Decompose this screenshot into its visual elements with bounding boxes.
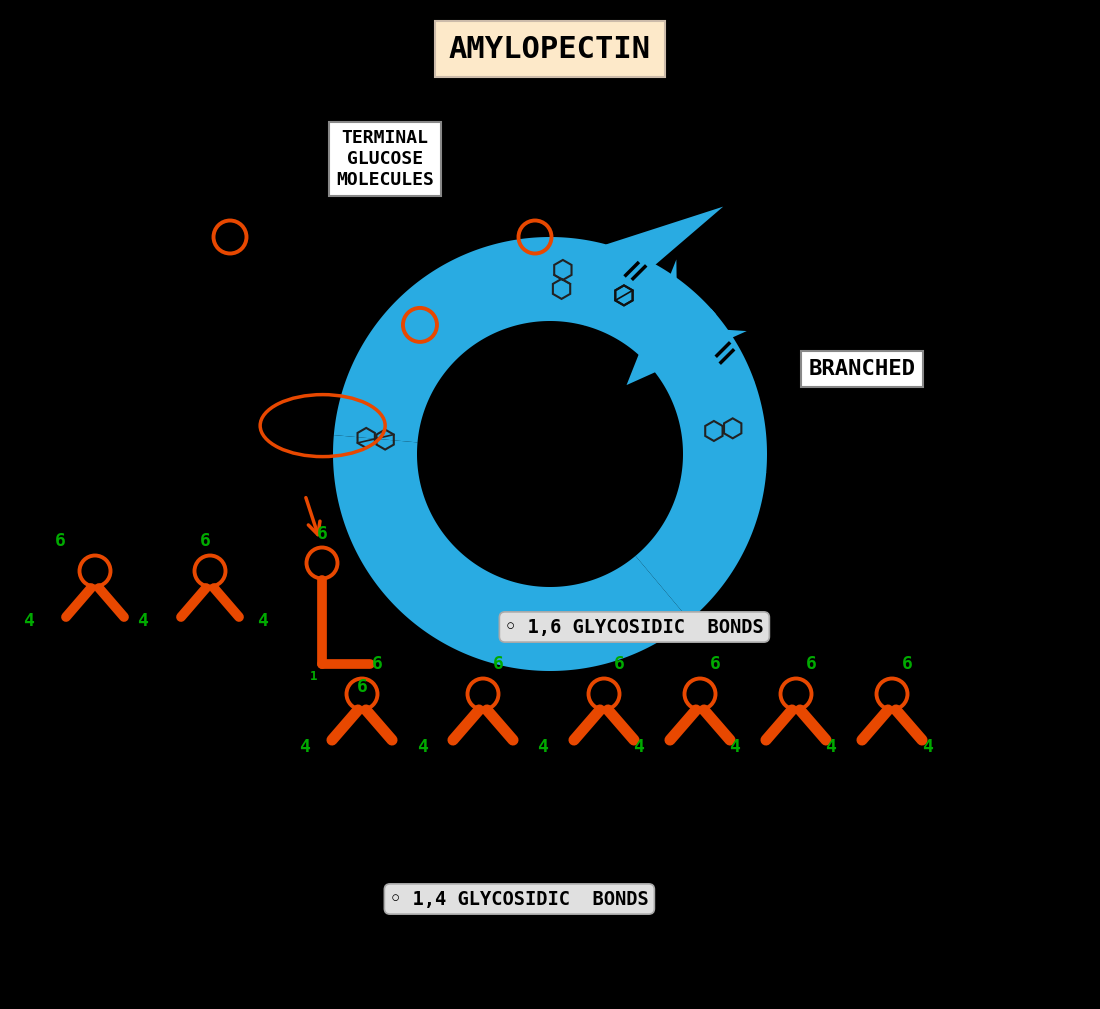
Text: 6: 6	[805, 655, 816, 673]
Text: 4: 4	[136, 612, 147, 630]
Text: 4: 4	[256, 612, 267, 630]
Text: 4: 4	[538, 738, 549, 756]
Polygon shape	[728, 379, 767, 501]
Polygon shape	[584, 207, 723, 326]
Text: 6: 6	[710, 655, 720, 673]
Text: 4: 4	[826, 738, 836, 756]
Text: AMYLOPECTIN: AMYLOPECTIN	[449, 34, 651, 64]
Text: 6: 6	[356, 678, 367, 696]
Text: ◦ 1,6 GLYCOSIDIC  BONDS: ◦ 1,6 GLYCOSIDIC BONDS	[505, 618, 763, 637]
Text: 4: 4	[23, 612, 33, 630]
Text: 6: 6	[317, 525, 328, 543]
Text: 6: 6	[902, 655, 912, 673]
Text: BRANCHED: BRANCHED	[808, 359, 915, 379]
Text: 4: 4	[417, 738, 428, 756]
Text: 6: 6	[199, 532, 210, 550]
Text: 4: 4	[729, 738, 740, 756]
Text: ◦ 1,4 GLYCOSIDIC  BONDS: ◦ 1,4 GLYCOSIDIC BONDS	[390, 890, 649, 908]
Polygon shape	[627, 259, 747, 385]
Text: 4: 4	[299, 738, 310, 756]
Text: 4: 4	[923, 738, 934, 756]
Polygon shape	[649, 309, 767, 454]
Text: 1: 1	[310, 671, 318, 683]
Text: TERMINAL
GLUCOSE
MOLECULES: TERMINAL GLUCOSE MOLECULES	[337, 129, 433, 189]
Polygon shape	[333, 435, 690, 671]
Text: 6: 6	[372, 655, 383, 673]
Text: 6: 6	[493, 655, 504, 673]
Text: 6: 6	[614, 655, 625, 673]
Text: 6: 6	[55, 532, 65, 550]
Polygon shape	[636, 454, 767, 621]
Polygon shape	[333, 237, 716, 442]
Text: 4: 4	[634, 738, 645, 756]
